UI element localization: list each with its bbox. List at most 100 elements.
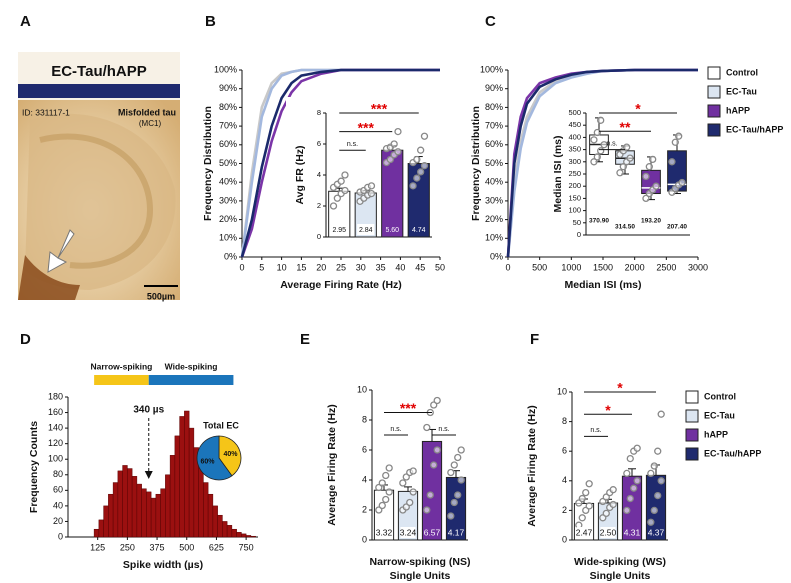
y-tick-label: 20%: [219, 214, 237, 224]
histogram-bar: [98, 519, 104, 538]
y-tick-label: 450: [568, 120, 581, 129]
histogram-bar: [207, 493, 214, 538]
y-tick-label: 20: [53, 516, 63, 526]
y-tick-label: 50%: [485, 158, 503, 168]
y-tick-label: 50%: [219, 158, 237, 168]
histogram-bar: [241, 533, 247, 538]
data-point: [382, 471, 390, 480]
data-point: [367, 189, 376, 198]
data-point: [385, 464, 393, 472]
y-axis-title: Median ISI (ms): [552, 135, 564, 212]
panel-label: D: [20, 331, 31, 348]
y-tick-label: 350: [568, 145, 581, 154]
data-point: [590, 136, 598, 144]
y-tick-label: 90%: [485, 83, 503, 93]
x-tick-label: 50: [435, 262, 445, 272]
y-tick-label: 150: [568, 193, 581, 202]
y-tick-label: 0: [562, 534, 567, 544]
data-point: [593, 128, 601, 137]
data-point: [652, 182, 660, 190]
legend-label: EC-Tau/hAPP: [726, 124, 783, 134]
histogram-bar: [188, 427, 195, 538]
specimen-id: ID: 331117-1: [22, 107, 70, 117]
data-point: [457, 476, 465, 484]
data-point: [600, 141, 608, 149]
value-label: 4.37: [648, 527, 665, 537]
data-point: [454, 453, 462, 462]
y-tick-label: 10%: [219, 233, 237, 243]
y-tick-label: 100%: [480, 64, 503, 74]
data-point: [409, 467, 417, 475]
panel-label: E: [300, 331, 310, 348]
legend-swatch: [707, 123, 721, 137]
pie-slice: [196, 435, 233, 481]
y-tick-label: 30%: [219, 195, 237, 205]
value-label: 2.47: [576, 527, 593, 537]
significance-label: n.s.: [590, 427, 601, 434]
significance-label: **: [620, 119, 631, 135]
value-label: 4.31: [624, 527, 641, 537]
y-axis-title: Average Firing Rate (Hz): [526, 405, 538, 527]
y-tick-label: 400: [568, 132, 581, 141]
significance-label: n.s.: [390, 426, 401, 433]
y-tick-label: 40: [53, 500, 63, 510]
data-point: [426, 491, 434, 499]
cdf-line: [506, 68, 698, 258]
y-tick-label: 160: [48, 407, 63, 417]
data-point: [671, 138, 679, 146]
data-point: [447, 512, 455, 520]
legend-swatch: [685, 447, 699, 461]
pie-title: Total EC: [203, 420, 239, 430]
data-point: [447, 468, 455, 477]
histogram-bar: [141, 488, 147, 538]
data-point: [378, 479, 386, 487]
histogram-bar: [250, 535, 256, 538]
y-tick-label: 100%: [214, 64, 237, 74]
x-axis-title: Median ISI (ms): [564, 279, 641, 291]
x-tick-label: 10: [277, 262, 287, 272]
value-label: 193.20: [641, 218, 661, 225]
histogram-bar: [136, 483, 142, 538]
stained-region: [18, 255, 80, 300]
significance-label: ***: [371, 101, 388, 117]
histogram-bar: [179, 416, 185, 538]
x-axis-title: Narrow-spiking (NS): [370, 556, 471, 568]
legend-label: hAPP: [726, 105, 750, 115]
histogram-bar: [184, 410, 190, 538]
class-band: [148, 375, 234, 385]
x-axis-title: Wide-spiking (WS): [574, 556, 666, 568]
data-point: [329, 202, 338, 210]
x-tick-label: 125: [90, 542, 105, 552]
y-tick-label: 6: [562, 446, 567, 456]
y-tick-label: 40%: [485, 177, 503, 187]
y-tick-label: 80%: [219, 102, 237, 112]
x-tick-label: 500: [179, 542, 194, 552]
histogram-bar: [169, 455, 176, 538]
data-point: [609, 500, 617, 509]
data-point: [585, 480, 593, 488]
data-point: [417, 146, 425, 154]
histogram-bar: [165, 474, 171, 538]
y-tick-label: 0: [362, 534, 367, 544]
data-point: [337, 177, 345, 185]
significance-label: *: [605, 402, 611, 418]
histogram-bar: [103, 505, 109, 538]
y-tick-label: 30%: [485, 195, 503, 205]
data-point: [630, 484, 638, 492]
data-point: [450, 461, 458, 469]
legend-label: EC-Tau: [704, 410, 735, 420]
data-point: [420, 132, 429, 140]
bar: [421, 440, 443, 541]
histogram-bar: [122, 465, 128, 538]
significance-label: *: [635, 101, 641, 117]
legend-label: Control: [704, 391, 736, 401]
y-tick-label: 0: [577, 230, 581, 239]
y-tick-label: 2: [317, 201, 321, 210]
y-tick-label: 0: [58, 531, 63, 541]
panel-label: B: [205, 13, 216, 30]
data-point: [649, 155, 657, 164]
arrow: [47, 229, 75, 273]
y-tick-label: 10: [357, 384, 367, 394]
legend-swatch: [685, 409, 699, 423]
value-label: 4.17: [448, 527, 465, 537]
